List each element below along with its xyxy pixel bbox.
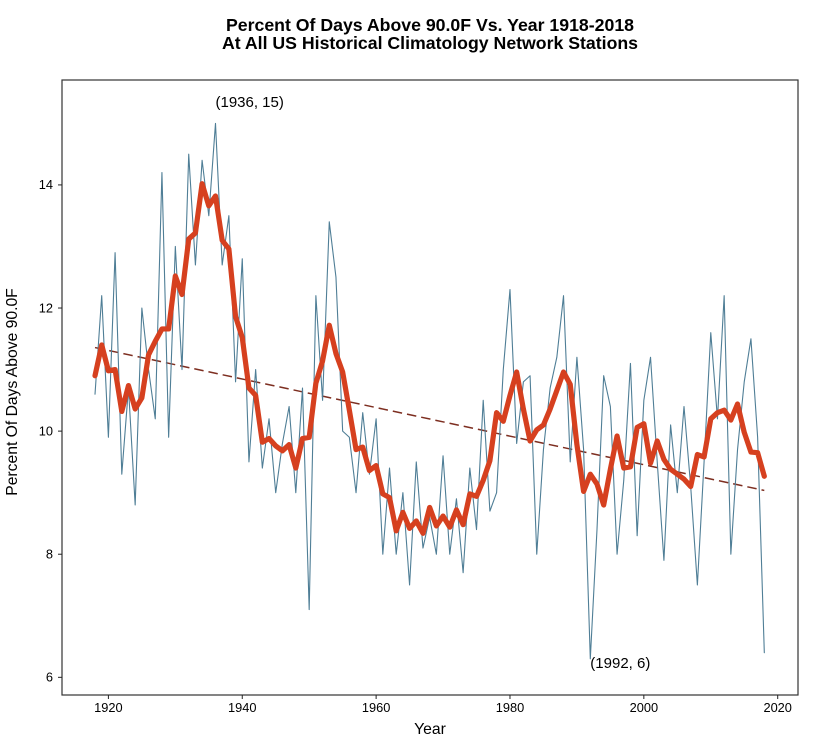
svg-text:6: 6 <box>46 670 53 685</box>
svg-text:10: 10 <box>39 423 53 438</box>
svg-text:1980: 1980 <box>496 700 524 715</box>
svg-text:1940: 1940 <box>228 700 256 715</box>
svg-text:2000: 2000 <box>630 700 658 715</box>
svg-text:1960: 1960 <box>362 700 390 715</box>
svg-text:8: 8 <box>46 547 53 562</box>
svg-text:12: 12 <box>39 300 53 315</box>
svg-text:14: 14 <box>39 177 53 192</box>
svg-text:(1992, 6): (1992, 6) <box>590 655 650 672</box>
svg-text:(1936, 15): (1936, 15) <box>215 94 283 111</box>
svg-text:2020: 2020 <box>763 700 791 715</box>
svg-text:1920: 1920 <box>94 700 122 715</box>
